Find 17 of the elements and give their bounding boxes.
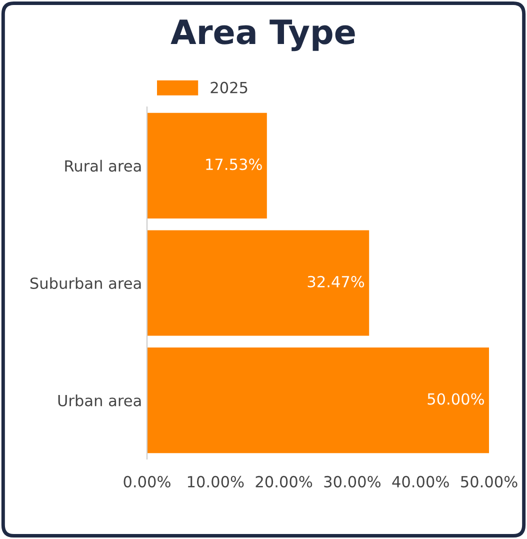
x-tick-label: 30.00% [324,476,380,488]
bar [147,112,267,218]
bar [147,230,370,336]
x-tick-label: 20.00% [256,476,312,488]
bar [147,348,489,454]
y-tick-label: Urban area [58,394,141,406]
x-tick-label: 0.00% [124,476,170,488]
x-tick-label: 40.00% [392,476,449,488]
data-label: 50.00% [428,393,484,405]
x-tick-label: 50.00% [461,476,518,488]
x-tick-label: 10.00% [188,476,244,488]
chart-title: Area Type [170,20,355,52]
y-tick-label: Suburban area [30,277,141,290]
data-label: 17.53% [206,158,262,170]
data-label: 32.47% [308,276,364,288]
y-tick-label: Rural area [65,160,141,172]
legend-label: 2025 [210,82,248,94]
